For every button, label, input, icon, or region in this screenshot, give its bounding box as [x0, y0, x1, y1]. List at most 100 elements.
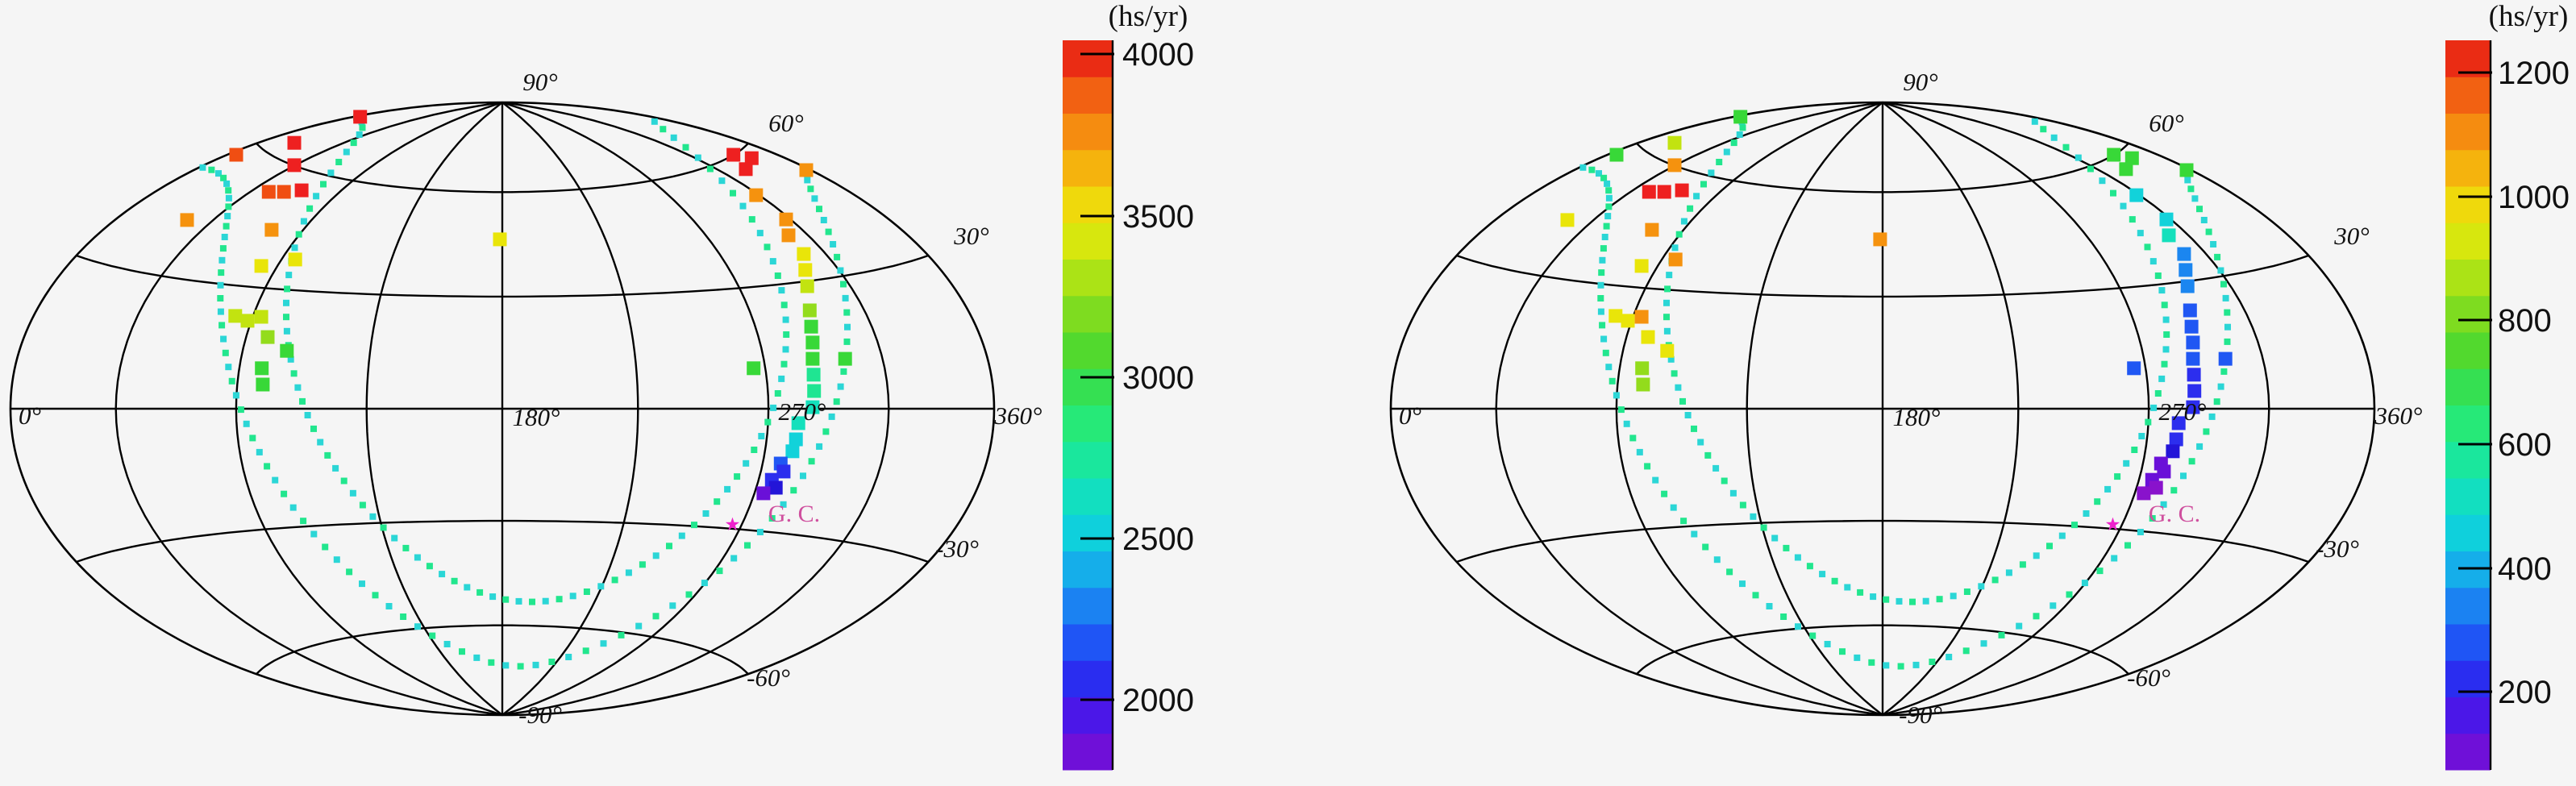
- galactic-band-dot: [639, 561, 646, 568]
- galactic-band-dot: [828, 413, 835, 420]
- galactic-band-dot: [2210, 241, 2217, 247]
- galactic-band-dot: [2058, 532, 2066, 539]
- galactic-band-dot: [310, 425, 317, 432]
- galactic-band-dot: [2158, 375, 2166, 382]
- galactic-band-dot: [565, 654, 572, 660]
- galactic-band-dot: [780, 302, 788, 309]
- galactic-band-dot: [756, 230, 764, 237]
- galactic-band-dot: [1922, 597, 1929, 605]
- colorbar-tick-label: 4000: [1122, 37, 1194, 73]
- galactic-band-dot: [1730, 139, 1737, 147]
- galactic-band-dot: [225, 364, 232, 371]
- galactic-band-dot: [224, 213, 231, 220]
- colorbar-title: (hs/yr): [2489, 0, 2569, 33]
- source-marker: [256, 377, 270, 392]
- galactic-band-dot: [451, 577, 458, 584]
- source-marker: [805, 335, 820, 350]
- galactic-band-dot: [502, 662, 510, 669]
- galactic-band-dot: [1617, 406, 1625, 414]
- source-marker: [2187, 384, 2202, 398]
- galactic-band-dot: [333, 556, 340, 564]
- galactic-band-dot: [1783, 544, 1790, 551]
- colorbar-band: [2445, 368, 2491, 405]
- galactic-band-dot: [1598, 269, 1605, 277]
- galactic-band-dot: [217, 295, 224, 302]
- galactic-band-dot: [2033, 613, 2040, 620]
- galactic-band-dot: [670, 134, 677, 141]
- colorbar-tick-label: 600: [2498, 427, 2552, 463]
- source-marker: [807, 384, 822, 398]
- galactic-band-dot: [464, 584, 471, 591]
- galactic-band-dot: [833, 398, 840, 405]
- galactic-band-dot: [1697, 439, 1704, 446]
- source-marker: [264, 222, 279, 237]
- galactic-band-dot: [756, 529, 764, 535]
- galactic-band-dot: [317, 439, 324, 446]
- source-marker: [261, 185, 276, 199]
- galactic-band-dot: [1998, 631, 2005, 638]
- galactic-band-dot: [1604, 180, 1611, 187]
- galactic-band-dot: [1752, 592, 1759, 599]
- source-marker: [353, 110, 368, 124]
- source-marker: [789, 432, 803, 447]
- galactic-band-dot: [429, 632, 436, 639]
- parallel-line: [256, 143, 749, 193]
- galactic-band-dot: [820, 217, 827, 223]
- grid-label-60deg: 60°: [2149, 109, 2183, 137]
- grid-label-180deg: 180°: [1893, 403, 1941, 431]
- source-marker: [1667, 158, 1682, 173]
- galactic-band-dot: [1980, 640, 1987, 647]
- galactic-band-dot: [714, 498, 721, 505]
- source-marker: [1636, 377, 1650, 392]
- galactic-band-dot: [1579, 164, 1587, 171]
- galactic-band-dot: [2066, 591, 2073, 598]
- colorbar-band: [1063, 40, 1113, 77]
- parallel-line: [256, 624, 749, 675]
- galactic-band-dot: [2158, 287, 2166, 294]
- source-marker: [180, 213, 194, 227]
- galactic-band-dot: [2096, 568, 2104, 575]
- source-marker: [744, 151, 759, 165]
- galactic-band-dot: [734, 473, 741, 480]
- source-marker: [2183, 303, 2197, 318]
- galactic-band-dot: [1663, 327, 1671, 335]
- galactic-band-dot: [2160, 501, 2167, 508]
- galactic-band-dot: [2114, 473, 2121, 480]
- source-marker: [1608, 309, 1623, 323]
- galactic-band-dot: [295, 231, 302, 238]
- galactic-band-dot: [532, 661, 539, 668]
- galactic-band-dot: [324, 451, 331, 459]
- galactic-band-dot: [2131, 447, 2138, 453]
- galactic-band-dot: [1868, 659, 1875, 666]
- galactic-band-dot: [1604, 213, 1612, 220]
- galactic-band-dot: [1766, 603, 1773, 609]
- colorbar-1: 4000 3500 3000 2500 2000 (hs/yr): [1063, 0, 1194, 771]
- source-marker: [1641, 330, 1655, 344]
- source-marker: [798, 263, 813, 277]
- galactic-band-dot: [556, 596, 563, 603]
- galactic-band-dot: [1713, 556, 1721, 564]
- galactic-band-dot: [218, 256, 226, 264]
- galactic-band-dot: [1652, 476, 1659, 484]
- source-marker: [1621, 314, 1635, 328]
- galactic-band-dot: [2046, 543, 2053, 550]
- source-marker: [254, 310, 268, 324]
- galactic-band-dot: [221, 234, 228, 240]
- colorbar-band: [1063, 259, 1113, 297]
- galactic-band-dot: [2050, 134, 2058, 141]
- colorbar-band: [2445, 77, 2491, 114]
- grid-label-360deg: 360°: [994, 401, 1042, 430]
- galactic-band-dot: [1950, 593, 1957, 600]
- galactic-band-dot: [1597, 295, 1604, 302]
- galactic-band-dot: [232, 392, 239, 399]
- colorbar-band: [1063, 186, 1113, 223]
- galactic-band-dot: [1605, 364, 1613, 371]
- galactic-band-dot: [359, 580, 365, 588]
- source-marker: [2186, 351, 2200, 366]
- galactic-band-dot: [2191, 195, 2199, 202]
- galactic-band-dot: [694, 154, 701, 161]
- galactic-band-dot: [1780, 613, 1787, 620]
- galactic-band-dot: [2137, 529, 2144, 535]
- colorbar-band: [1063, 368, 1113, 405]
- galactic-band-dot: [743, 460, 750, 467]
